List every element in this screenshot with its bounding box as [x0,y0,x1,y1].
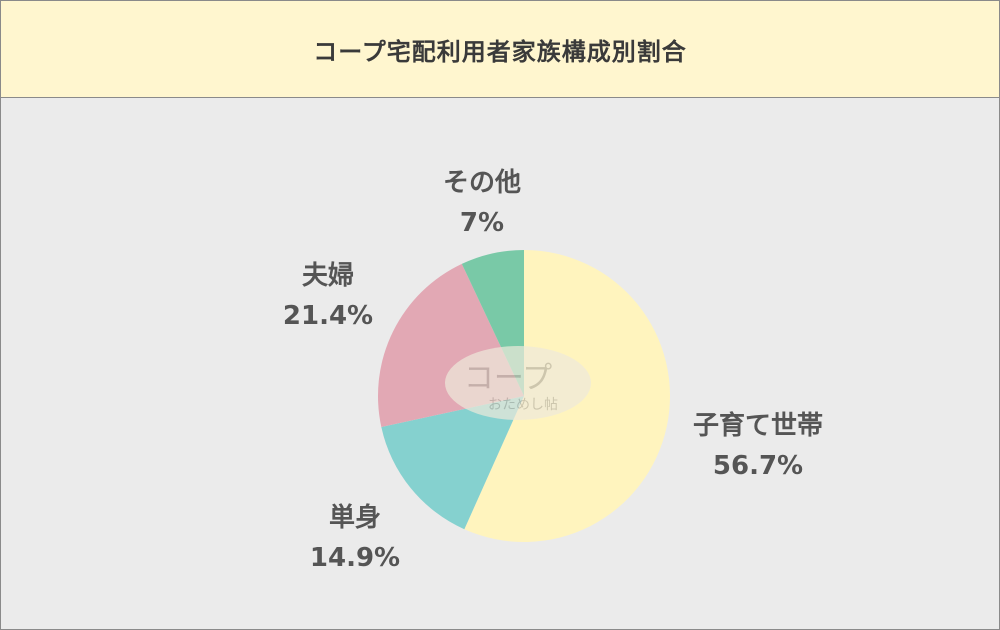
watermark-sub-text: おためし帖 [488,397,558,413]
slice-value-label: 7% [460,208,504,238]
slice-label: 子育て世帯 56.7% [693,410,823,481]
slice-label: その他 7% [443,168,521,238]
slice-category-label: その他 [443,168,521,198]
title-bar: コープ宅配利用者家族構成別割合 [1,1,999,98]
slice-category-label: 夫婦 [302,261,354,291]
slice-value-label: 21.4% [283,301,373,331]
slice-value-label: 56.7% [713,451,803,481]
slice-label: 単身 14.9% [310,502,400,573]
slice-category-label: 子育て世帯 [693,410,823,441]
chart-title: コープ宅配利用者家族構成別割合 [313,37,687,66]
chart-area: コープ おためし帖子育て世帯 56.7% 単身 14.9% 夫婦 21.4% その他 7% [1,98,999,629]
pie-slice [381,396,524,530]
slice-label: 夫婦 21.4% [283,261,373,331]
slice-category-label: 単身 [329,502,381,533]
watermark-badge [445,346,591,420]
watermark-main-text: コープ [464,361,552,396]
slice-value-label: 14.9% [310,543,400,573]
